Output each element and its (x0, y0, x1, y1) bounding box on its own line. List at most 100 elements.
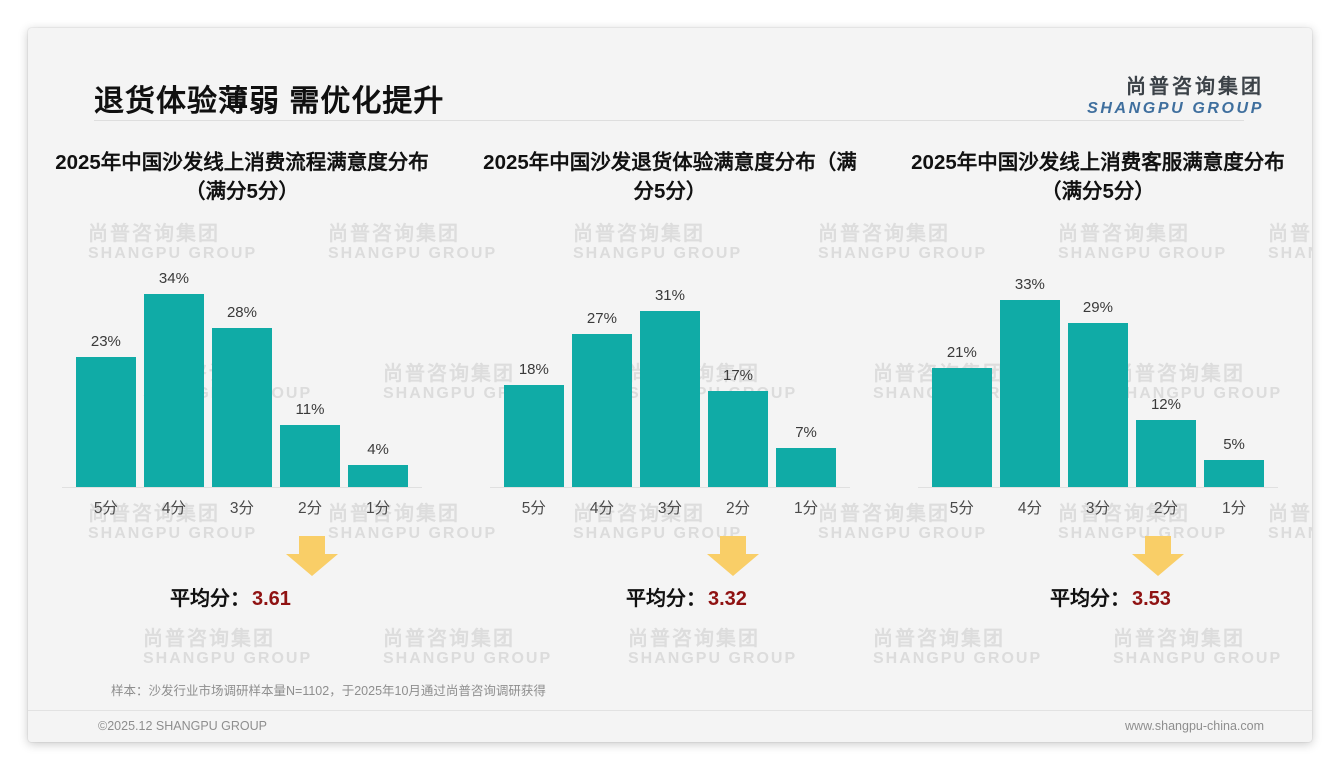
bar-group: 11% (280, 260, 340, 488)
bar (931, 368, 992, 488)
bar (1136, 419, 1196, 488)
chart-title-1: 2025年中国沙发线上消费流程满意度分布（满分5分） (55, 151, 429, 204)
bar-value-label: 17% (722, 367, 754, 385)
x-axis-tick-label: 4分 (161, 500, 186, 517)
page-title: 退货体验薄弱 需优化提升 (94, 85, 445, 118)
arrow-down-icon (1131, 536, 1184, 576)
bar-value-label: 27% (586, 310, 617, 328)
x-axis-tick-label: 1分 (793, 500, 819, 517)
bar-value-label: 23% (90, 332, 121, 350)
website-link[interactable]: www.shangpu-china.com (1125, 719, 1264, 733)
x-axis-line-1 (62, 487, 422, 488)
bar (212, 328, 272, 488)
bar-group: 33% (1000, 260, 1060, 488)
bar-value-label: 7% (795, 424, 817, 442)
average-block-1: 平均分： 3.61 (42, 530, 442, 626)
bar-group: 23% (76, 260, 136, 488)
bar (640, 311, 700, 488)
average-block-3: 平均分： 3.53 (898, 530, 1298, 626)
x-axis-tick-label: 5分 (93, 500, 118, 517)
chart-panel-2: 2025年中国沙发退货体验满意度分布（满分5分） 18% 27% 31% 17% 7% … (456, 148, 884, 626)
bars-container-2: 18% 27% 31% 17% 7% (503, 260, 836, 488)
bar-value-label: 5% (1223, 435, 1245, 453)
x-axis-tick-label: 1分 (1221, 500, 1247, 517)
bar-group: 12% (1136, 260, 1196, 488)
chart-panel-1: 2025年中国沙发线上消费流程满意度分布（满分5分） 23% 34% 28% 11% 4… (28, 148, 456, 626)
average-block-2: 平均分： 3.32 (470, 530, 870, 626)
copyright-text: ©2025.12 SHANGPU GROUP (98, 719, 267, 733)
bar-group: 5% (1204, 260, 1264, 488)
chart-title-2: 2025年中国沙发退货体验满意度分布（满分5分） (483, 151, 857, 204)
average-label-3: 平均分： (1049, 588, 1130, 610)
bar-value-label: 29% (1082, 298, 1113, 316)
sample-footnote: 样本：沙发行业市场调研样本量N=1102，于2025年10月通过尚普咨询调研获得 (111, 684, 546, 698)
bar-value-label: 12% (1150, 395, 1181, 413)
header-divider (94, 120, 1244, 121)
bar (76, 356, 136, 488)
bar-group: 27% (572, 260, 632, 488)
footer-divider (28, 710, 1312, 711)
x-axis-line-3 (917, 487, 1278, 488)
bar-value-label: 31% (654, 287, 685, 305)
x-axis-tick-label: 2分 (725, 500, 751, 517)
bars-container-1: 23% 34% 28% 11% 4% (76, 260, 408, 488)
bar-group: 29% (1068, 260, 1128, 488)
bar-chart-1: 23% 34% 28% 11% 4% 5分 4分 3分 2分 1分 (42, 260, 442, 522)
x-axis-tick-label: 4分 (1017, 500, 1042, 517)
bar-group: 31% (640, 260, 700, 488)
bar-chart-3: 21% 33% 29% 12% 5% 5分 4分 3分 2分 1分 (898, 260, 1298, 522)
arrow-down-icon (706, 536, 759, 576)
x-axis-tick-label: 4分 (589, 500, 614, 517)
bar (1000, 299, 1060, 488)
charts-row: 2025年中国沙发线上消费流程满意度分布（满分5分） 23% 34% 28% 11% 4… (28, 148, 1312, 626)
bar-group: 34% (144, 260, 204, 488)
bar-value-label: 18% (518, 361, 549, 379)
bar (280, 425, 340, 488)
x-axis-tick-label: 1分 (366, 500, 391, 517)
bar-group: 17% (708, 260, 768, 488)
x-axis-tick-label: 3分 (229, 500, 255, 517)
bar (708, 391, 768, 488)
bar-group: 4% (348, 260, 408, 488)
average-score-1: 平均分： 3.61 (170, 582, 291, 611)
bar-value-label: 4% (367, 441, 389, 459)
bar-group: 7% (776, 260, 836, 488)
average-score-2: 平均分： 3.32 (626, 582, 747, 611)
bar (144, 294, 204, 488)
average-value-3: 3.53 (1131, 588, 1171, 610)
x-axis-ticks-2: 5分 4分 3分 2分 1分 (504, 492, 836, 522)
bar (503, 385, 564, 488)
x-axis-tick-label: 2分 (1153, 500, 1179, 517)
arrow-down-icon (286, 536, 338, 576)
chart-panel-3: 2025年中国沙发线上消费客服满意度分布（满分5分） 21% 33% 29% 12% 5… (884, 148, 1312, 626)
bars-container-3: 21% 33% 29% 12% 5% (931, 260, 1264, 488)
bar-value-label: 11% (295, 401, 325, 419)
chart-title-3: 2025年中国沙发线上消费客服满意度分布（满分5分） (911, 151, 1285, 204)
x-axis-tick-label: 3分 (1085, 500, 1110, 517)
logo-text-en: SHANGPU GROUP (1087, 100, 1264, 117)
bar-value-label: 34% (158, 270, 189, 288)
average-value-1: 3.61 (252, 588, 291, 610)
average-score-3: 平均分： 3.53 (1050, 582, 1171, 611)
x-axis-ticks-1: 5分 4分 3分 2分 1分 (76, 492, 408, 522)
average-label-1: 平均分： (170, 588, 250, 610)
average-label-2: 平均分： (625, 588, 706, 610)
x-axis-tick-label: 5分 (949, 500, 974, 517)
bar-group: 18% (503, 260, 564, 488)
slide-canvas: 尚普咨询集团 SHANGPU GROUP 尚普咨询集团 SHANGPU GROUP 尚普… (28, 28, 1312, 742)
bar (348, 465, 408, 488)
bar-group: 21% (931, 260, 992, 488)
bar (1068, 322, 1128, 488)
average-value-2: 3.32 (707, 588, 747, 610)
company-logo: 尚普咨询集团 SHANGPU GROUP (1087, 70, 1264, 118)
x-axis-ticks-3: 5分 4分 3分 2分 1分 (932, 492, 1264, 522)
x-axis-tick-label: 3分 (657, 500, 683, 517)
slide-footer: ©2025.12 SHANGPU GROUP www.shangpu-china… (28, 710, 1312, 742)
bar-value-label: 33% (1014, 275, 1045, 293)
x-axis-tick-label: 2分 (297, 500, 323, 517)
